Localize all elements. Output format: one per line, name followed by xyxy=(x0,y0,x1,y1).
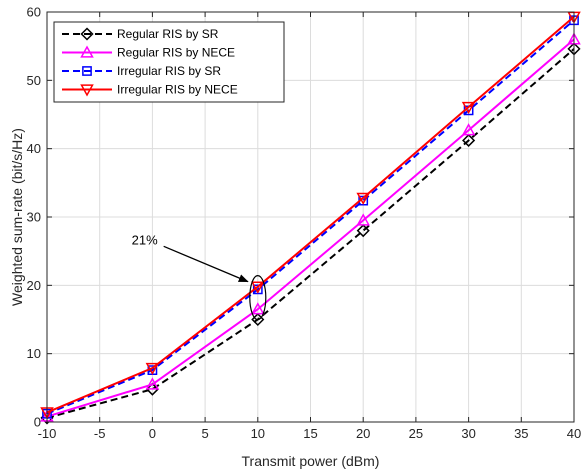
x-tick-label: 5 xyxy=(201,426,208,441)
legend: Regular RIS by SR Regular RIS by NECE Irre… xyxy=(53,21,285,103)
data-point xyxy=(251,302,265,315)
x-axis-label: Transmit power (dBm) xyxy=(242,453,380,469)
y-tick-label: 40 xyxy=(27,141,41,156)
x-tick-label: 10 xyxy=(251,426,265,441)
legend-marker xyxy=(80,27,94,41)
y-tick-label: 0 xyxy=(34,415,41,430)
data-point xyxy=(462,133,476,148)
data-point xyxy=(356,192,370,205)
y-tick-label: 50 xyxy=(27,73,41,88)
legend-marker xyxy=(82,66,92,76)
y-tick-label: 10 xyxy=(27,346,41,361)
x-tick-label: 20 xyxy=(356,426,370,441)
data-point xyxy=(145,377,160,390)
x-tick-label: -10 xyxy=(38,426,57,441)
x-tick-label: 0 xyxy=(149,426,156,441)
data-point xyxy=(42,408,52,419)
legend-item: Regular RIS by SR xyxy=(62,27,219,41)
y-axis-label: Weighted sum-rate (bit/s/Hz) xyxy=(9,128,25,306)
legend-label: Regular RIS by SR xyxy=(117,27,219,41)
legend-item: Regular RIS by NECE xyxy=(62,45,235,60)
data-point xyxy=(356,213,370,226)
x-tick-label: -5 xyxy=(94,426,106,441)
data-point xyxy=(145,362,160,376)
annotation-label: 21% xyxy=(132,232,158,247)
y-tick-label: 60 xyxy=(27,5,41,20)
data-point xyxy=(145,382,159,396)
legend-label: Regular RIS by NECE xyxy=(117,46,235,60)
y-tick-label: 20 xyxy=(27,278,41,293)
annotation-ellipse xyxy=(249,275,267,321)
legend-item: Irregular RIS by SR xyxy=(62,64,221,78)
x-tick-label: 25 xyxy=(409,426,423,441)
x-tick-label: 40 xyxy=(567,426,581,441)
y-axis: 0 10 20 30 40 50 60 xyxy=(27,5,574,430)
annotation-layer: 21% xyxy=(132,232,267,321)
x-tick-label: 35 xyxy=(514,426,528,441)
legend-marker xyxy=(80,84,94,97)
legend-item: Irregular RIS by NECE xyxy=(62,83,238,97)
data-point xyxy=(356,224,370,238)
legend-label: Irregular RIS by NECE xyxy=(117,83,238,97)
data-point xyxy=(461,123,476,136)
data-point xyxy=(251,281,265,294)
x-axis: -10 -5 0 5 10 15 20 25 30 35 40 xyxy=(38,12,581,441)
series-line xyxy=(46,38,575,418)
annotation-arrow xyxy=(163,245,249,283)
series-line xyxy=(46,48,575,419)
legend-label: Irregular RIS by SR xyxy=(117,64,221,78)
legend-marker xyxy=(80,45,94,58)
data-point xyxy=(461,101,476,115)
x-tick-label: 30 xyxy=(461,426,475,441)
x-tick-label: 15 xyxy=(303,426,317,441)
series-line xyxy=(46,16,575,414)
y-tick-label: 30 xyxy=(27,210,41,225)
